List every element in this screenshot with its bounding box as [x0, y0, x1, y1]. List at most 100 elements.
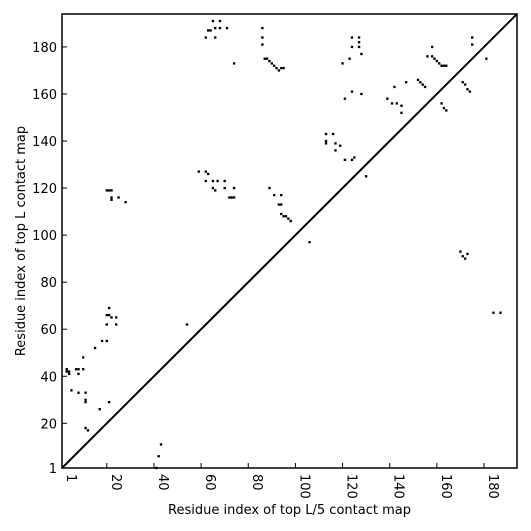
contact-point-upper — [440, 102, 443, 105]
x-tick-label: 180 — [485, 474, 500, 499]
contact-point-upper — [350, 45, 354, 49]
contact-point-upper — [107, 400, 111, 404]
contact-point-upper — [364, 175, 368, 178]
y-tick-label: 180 — [32, 41, 57, 56]
contact-point-upper — [461, 81, 464, 84]
contact-point-lower — [159, 443, 163, 446]
contact-point-upper — [110, 196, 113, 199]
contact-point-upper — [430, 45, 434, 49]
contact-point-upper — [204, 170, 207, 173]
contact-point-upper — [343, 158, 347, 162]
contact-point-upper — [339, 144, 342, 147]
contact-point-upper — [433, 57, 436, 60]
contact-point-upper — [93, 346, 97, 350]
contact-point-upper — [77, 368, 80, 371]
contact-point-lower — [124, 201, 127, 204]
contact-point-upper — [65, 368, 68, 371]
contact-point-upper — [485, 57, 488, 60]
contact-point-upper — [445, 64, 448, 67]
contact-point-upper — [308, 241, 311, 244]
contact-point-upper — [77, 391, 80, 394]
contact-point-upper — [204, 36, 207, 39]
contact-point-upper — [421, 83, 424, 86]
contact-point-lower — [110, 198, 113, 202]
diagonal-line — [61, 13, 518, 469]
x-axis-label: Residue index of top L/5 contact map — [168, 503, 411, 518]
contact-point-upper — [211, 19, 215, 23]
contact-point-upper — [67, 372, 71, 376]
y-tick-label: 20 — [40, 417, 57, 432]
contact-point-upper — [350, 158, 354, 162]
contact-point-upper — [416, 78, 420, 82]
contact-point-upper — [74, 368, 78, 371]
contact-point-upper — [395, 102, 398, 105]
contact-point-upper — [261, 36, 264, 39]
contact-point-upper — [360, 52, 363, 56]
contact-point-upper — [98, 408, 101, 411]
contact-point-upper — [357, 41, 361, 44]
contact-point-upper — [442, 64, 446, 67]
contact-point-upper — [348, 57, 351, 60]
contact-point-upper — [468, 90, 472, 93]
contact-point-upper — [100, 339, 104, 343]
contact-point-upper — [209, 29, 212, 32]
contact-point-upper — [499, 311, 502, 314]
contact-point-upper — [261, 43, 264, 46]
contact-point-upper — [107, 189, 111, 192]
y-tick-label: 60 — [40, 323, 57, 338]
contact-point-upper — [423, 85, 427, 89]
contact-point-upper — [216, 179, 219, 183]
contact-point-upper — [218, 26, 222, 30]
plot-frame — [61, 13, 518, 469]
contact-point-upper — [280, 66, 283, 70]
x-axis-ticks: 1 20 40 60 80 100 120 140 160 180 — [61, 463, 500, 499]
contact-point-upper — [223, 186, 226, 190]
contact-point-upper — [471, 36, 474, 39]
contact-point-upper — [466, 252, 469, 256]
y-tick-label: 140 — [32, 135, 57, 150]
contact-point-upper — [105, 339, 108, 343]
contact-point-upper — [334, 142, 337, 145]
contact-point-upper — [214, 189, 217, 192]
contact-point-upper — [461, 255, 464, 258]
contact-point-upper — [214, 26, 217, 30]
contact-point-upper — [350, 36, 354, 39]
y-tick-label: 100 — [32, 229, 57, 244]
contact-point-upper — [65, 370, 68, 373]
contact-point-upper — [275, 66, 278, 70]
contact-point-upper — [426, 55, 429, 58]
contact-point-upper — [197, 170, 200, 173]
contact-point-upper — [268, 59, 271, 63]
x-tick-label: 160 — [438, 474, 453, 499]
x-tick-label: 60 — [202, 474, 217, 491]
contact-point-upper — [471, 43, 474, 46]
contact-point-upper — [400, 111, 403, 114]
contact-point-upper — [225, 26, 229, 30]
contact-point-upper — [211, 179, 215, 183]
contact-point-upper — [263, 57, 266, 60]
contact-point-upper — [273, 193, 276, 197]
x-tick-label: 100 — [296, 474, 311, 499]
contact-point-upper — [386, 97, 389, 100]
contact-point-upper — [393, 85, 396, 89]
x-tick-label: 120 — [344, 474, 359, 499]
contact-point-upper — [268, 186, 271, 190]
contact-point-upper — [115, 323, 118, 326]
contact-point-upper — [82, 368, 85, 371]
contact-point-upper — [115, 316, 118, 319]
contact-point-upper — [206, 29, 210, 32]
contact-point-upper — [117, 196, 120, 199]
contact-point-upper — [228, 196, 231, 199]
contact-point-upper — [265, 57, 269, 60]
contact-point-upper — [218, 19, 222, 23]
contact-point-upper — [287, 217, 290, 220]
contact-point-upper — [360, 92, 363, 96]
y-tick-label: 120 — [32, 182, 57, 197]
y-tick-label: 1 — [49, 462, 57, 477]
contact-point-upper — [185, 323, 189, 326]
contact-point-upper — [77, 372, 80, 376]
contact-point-upper — [419, 81, 422, 84]
contact-point-upper — [343, 97, 347, 100]
contact-point-upper — [86, 429, 90, 432]
